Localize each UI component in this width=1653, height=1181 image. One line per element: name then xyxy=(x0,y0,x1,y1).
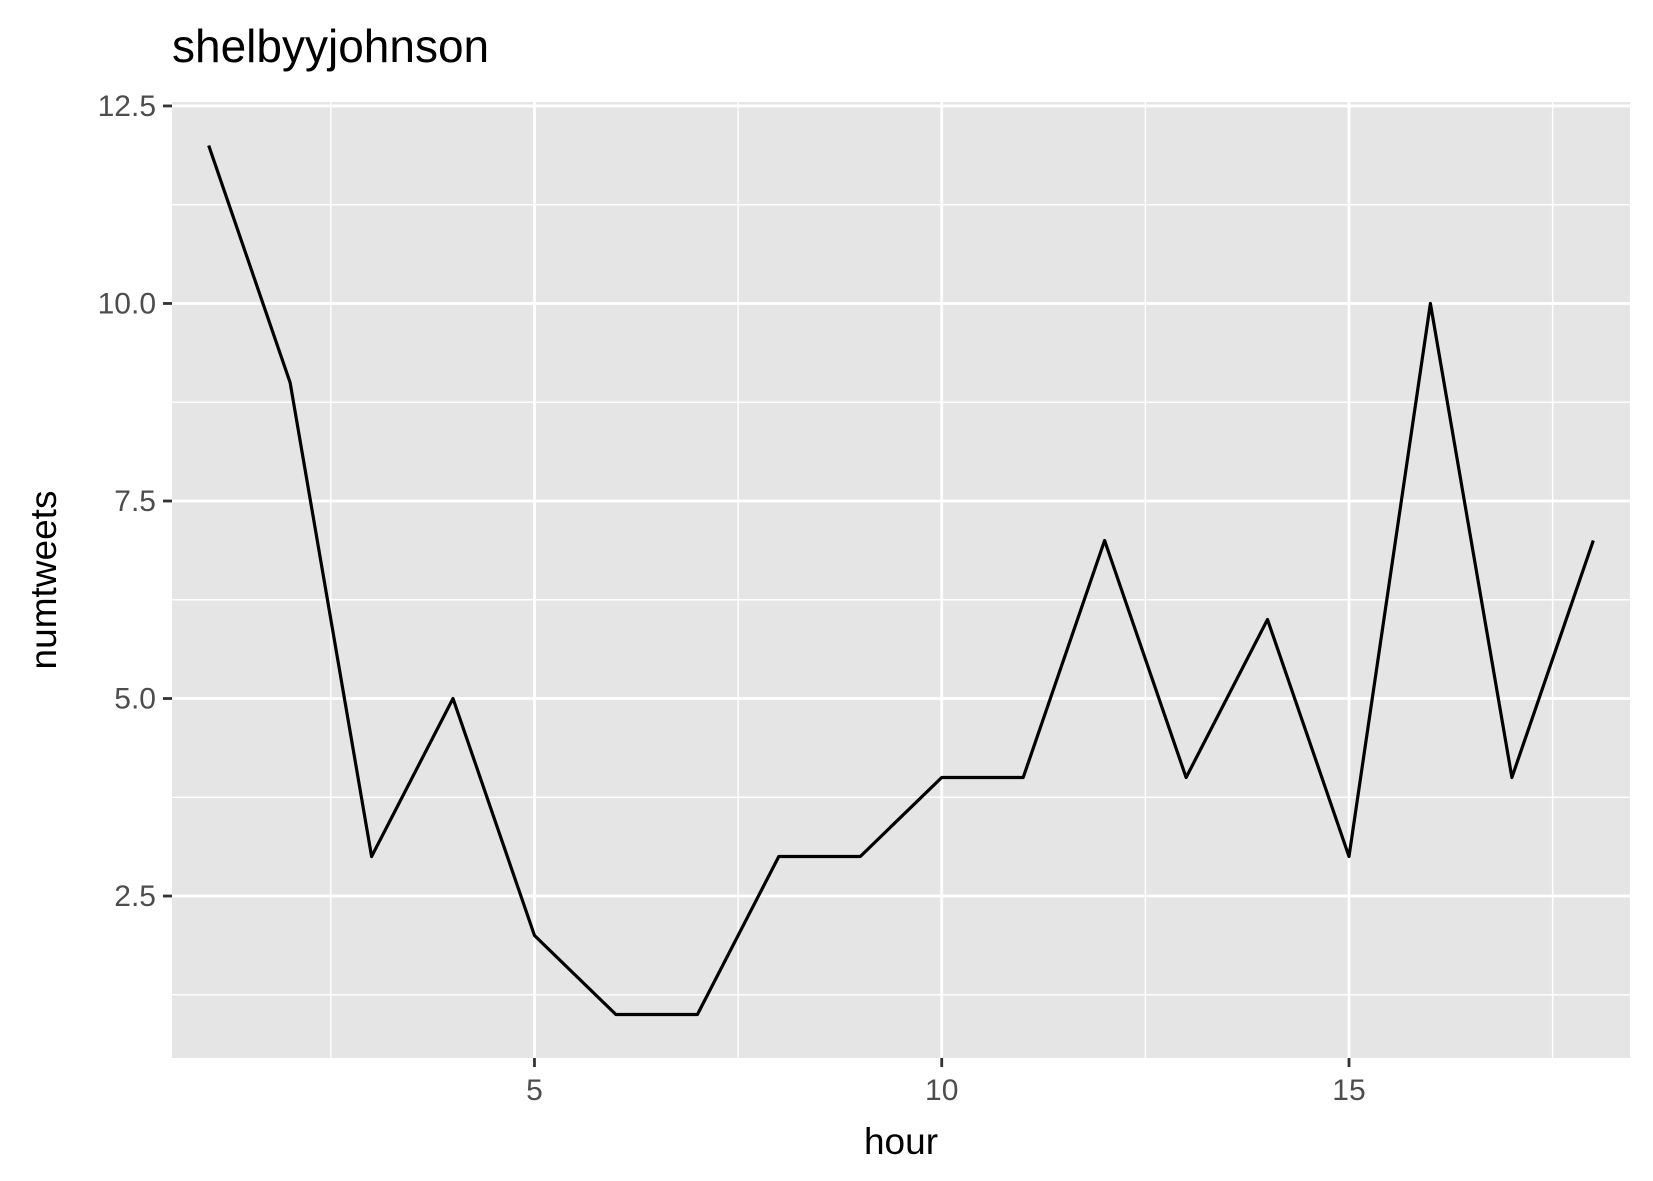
minor-gridlines xyxy=(172,102,1630,1058)
y-axis: 2.5 5.0 7.5 10.0 12.5 xyxy=(98,90,172,913)
y-axis-title: numtweets xyxy=(23,491,64,670)
x-tick-label: 10 xyxy=(925,1074,958,1107)
y-tick-label: 2.5 xyxy=(114,880,156,913)
y-tick-label: 7.5 xyxy=(114,485,156,518)
x-axis: 5 10 15 xyxy=(526,1058,1366,1107)
x-tick-label: 5 xyxy=(526,1074,543,1107)
major-gridlines xyxy=(172,102,1630,1058)
y-tick-label: 12.5 xyxy=(98,90,156,123)
y-tick-label: 5.0 xyxy=(114,683,156,716)
plot-panel xyxy=(172,102,1630,1058)
chart-title: shelbyyjohnson xyxy=(172,20,489,72)
x-tick-label: 15 xyxy=(1332,1074,1365,1107)
y-tick-label: 10.0 xyxy=(98,287,156,320)
x-axis-title: hour xyxy=(864,1121,938,1162)
series-line xyxy=(207,144,1595,1017)
series-layer xyxy=(207,144,1595,1017)
